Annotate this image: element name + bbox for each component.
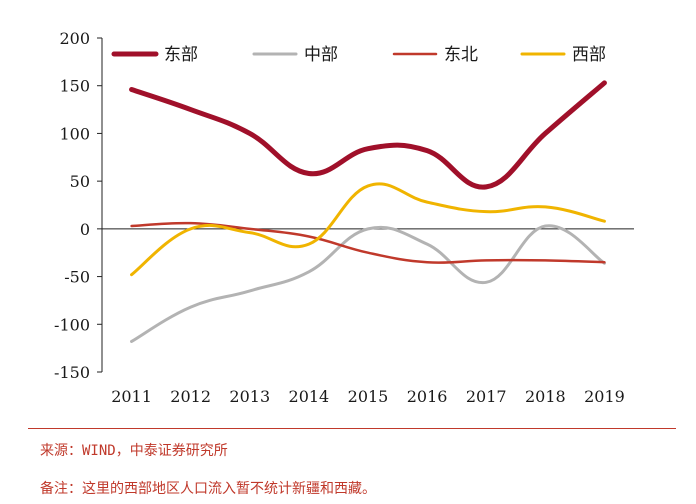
legend-label-2: 中部 [304, 45, 338, 65]
legend-label-4: 西部 [572, 45, 606, 65]
y-tick-label: -50 [64, 268, 90, 287]
y-tick-label: 0 [80, 220, 90, 239]
series-line-4 [130, 182, 606, 277]
legend-label-3: 东北 [444, 45, 478, 65]
series-line-2 [130, 224, 606, 343]
x-tick-label: 2016 [407, 387, 448, 406]
x-tick-label: 2013 [229, 387, 270, 406]
y-tick-label: -100 [54, 315, 90, 334]
x-tick-label: 2019 [584, 387, 625, 406]
y-tick-label: -150 [54, 363, 90, 382]
footer-divider [28, 428, 676, 429]
x-tick-label: 2015 [348, 387, 389, 406]
x-tick-label: 2018 [525, 387, 566, 406]
x-tick-label: 2017 [466, 387, 507, 406]
x-tick-label: 2014 [289, 387, 330, 406]
y-tick-label: 50 [70, 172, 90, 191]
x-tick-label: 2011 [111, 387, 152, 406]
series-lines [129, 80, 607, 343]
y-tick-label: 100 [59, 124, 90, 143]
x-tick-label: 2012 [170, 387, 211, 406]
y-tick-label: 200 [59, 29, 90, 48]
axes: -150 -100 -50 0 50 100 150 200 2011 2012 2013 2014 2… [54, 29, 634, 406]
legend-label-1: 东部 [164, 45, 198, 65]
series-line-1 [129, 80, 607, 190]
legend: 东部 中部 东北 西部 [111, 45, 606, 65]
remark-note: 备注：这里的西部地区人口流入暂不统计新疆和西藏。 [40, 481, 376, 497]
source-note: 来源：WIND，中泰证券研究所 [40, 443, 228, 459]
y-tick-label: 150 [59, 77, 90, 96]
